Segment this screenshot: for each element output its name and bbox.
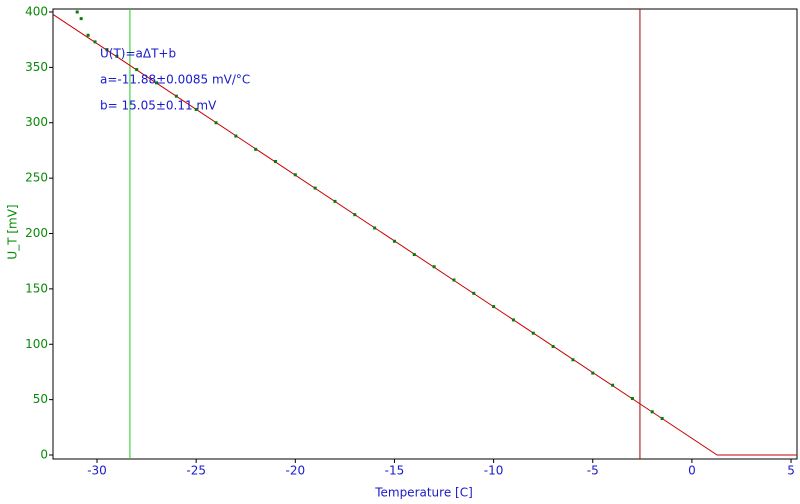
data-point — [234, 134, 238, 138]
x-axis-label: Temperature [C] — [374, 486, 473, 500]
data-point — [392, 239, 396, 243]
data-point — [313, 186, 317, 190]
data-point — [373, 226, 377, 230]
data-point — [472, 291, 476, 295]
data-point — [611, 383, 615, 387]
data-point — [531, 331, 535, 335]
data-point — [551, 344, 555, 348]
data-point — [135, 68, 139, 72]
y-tick-label: 0 — [40, 448, 48, 462]
data-point — [93, 40, 97, 44]
data-point — [660, 416, 664, 420]
data-point — [630, 397, 634, 401]
fit-annotation: a=-11.88±0.0085 mV/°C — [100, 73, 250, 87]
x-tick-label: -15 — [385, 464, 405, 478]
x-tick-label: -30 — [87, 464, 107, 478]
data-point — [353, 213, 357, 217]
fit-annotation: U(T)=aΔT+b — [100, 47, 176, 61]
y-axis-label: U_T [mV] — [6, 204, 20, 259]
x-tick-label: 0 — [688, 464, 696, 478]
data-point — [105, 48, 109, 52]
data-point — [79, 17, 83, 21]
data-point — [591, 371, 595, 375]
x-tick-label: 5 — [787, 464, 795, 478]
x-tick-label: -5 — [587, 464, 599, 478]
x-tick-label: -10 — [484, 464, 504, 478]
y-tick-label: 300 — [25, 115, 48, 129]
data-point — [214, 121, 218, 125]
data-point — [432, 265, 436, 269]
data-point — [492, 305, 496, 309]
data-point — [115, 54, 119, 58]
data-point — [452, 278, 456, 282]
y-tick-label: 100 — [25, 337, 48, 351]
x-tick-label: -25 — [186, 464, 206, 478]
data-point — [333, 199, 337, 203]
data-point — [254, 147, 258, 151]
y-tick-label: 250 — [25, 171, 48, 185]
y-tick-label: 150 — [25, 281, 48, 295]
x-tick-label: -20 — [286, 464, 306, 478]
data-point — [194, 107, 198, 111]
y-tick-label: 350 — [25, 60, 48, 74]
data-point — [174, 94, 178, 98]
data-point — [75, 10, 79, 14]
data-point — [511, 318, 515, 322]
data-point — [650, 410, 654, 414]
y-tick-label: 200 — [25, 226, 48, 240]
fit-annotation: b= 15.05±0.11 mV — [100, 99, 217, 113]
data-point — [86, 33, 90, 37]
y-tick-label: 50 — [33, 392, 48, 406]
data-point — [273, 160, 277, 164]
data-point — [155, 81, 159, 85]
data-point — [571, 358, 575, 362]
data-point — [412, 253, 416, 257]
data-point — [293, 173, 297, 177]
y-tick-label: 400 — [25, 4, 48, 18]
